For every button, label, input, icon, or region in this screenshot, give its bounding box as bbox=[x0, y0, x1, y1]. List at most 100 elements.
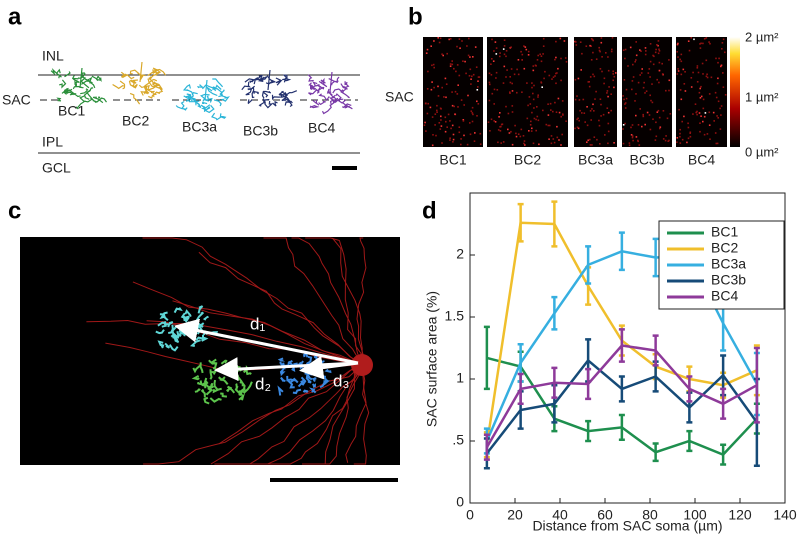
heatmap-pixel bbox=[591, 38, 594, 41]
heatmap-pixel bbox=[550, 142, 553, 145]
heatmap-pixel bbox=[510, 46, 512, 48]
heatmap-pixel bbox=[561, 133, 563, 136]
heatmap-pixel bbox=[555, 56, 557, 59]
heatmap-pixel bbox=[472, 113, 474, 116]
heatmap-pixel bbox=[638, 144, 641, 146]
dendrite bbox=[132, 281, 363, 366]
heatmap-pixel bbox=[585, 45, 588, 47]
heatmap-pixel bbox=[712, 111, 715, 114]
heatmap-pixel bbox=[532, 92, 534, 95]
heatmap-pixel bbox=[642, 86, 645, 89]
heatmap-pixel bbox=[677, 42, 679, 45]
y-tick-label: 1 bbox=[456, 370, 464, 386]
heatmap-pixel bbox=[606, 90, 609, 92]
micrograph bbox=[20, 237, 400, 465]
column-label: BC1 bbox=[439, 152, 466, 168]
heatmap-pixel bbox=[605, 52, 607, 54]
layer-label: INL bbox=[42, 48, 64, 64]
heatmap-pixel bbox=[440, 108, 442, 110]
heatmap-pixel bbox=[643, 81, 645, 84]
heatmap-pixel bbox=[505, 55, 507, 58]
heatmap-pixel bbox=[700, 95, 703, 98]
heatmap-pixel bbox=[557, 67, 559, 70]
heatmap-pixel bbox=[519, 135, 522, 138]
error-bar bbox=[686, 375, 693, 403]
heatmap-pixel bbox=[693, 38, 695, 41]
heatmap-pixel bbox=[716, 82, 719, 85]
bipolar-cell bbox=[112, 61, 166, 105]
heatmap-pixel bbox=[644, 47, 647, 49]
heatmap-pixel bbox=[515, 132, 517, 135]
heatmap-pixel bbox=[458, 131, 461, 134]
heatmap-pixel bbox=[556, 72, 558, 74]
heatmap-pixel bbox=[639, 74, 641, 76]
heatmap-pixel bbox=[580, 69, 582, 71]
heatmap-pixel bbox=[523, 140, 526, 142]
heatmap-pixel bbox=[715, 142, 718, 145]
heatmap-pixel bbox=[456, 64, 459, 66]
heatmap-pixel bbox=[721, 42, 724, 44]
heatmap-pixel bbox=[520, 50, 522, 53]
distance-arrow bbox=[174, 318, 359, 365]
bipolar-cell bbox=[50, 67, 107, 110]
panel-d: d 0 20 40 60 80 100 120 140 0 .5 1 1.5 2 Distance fro… bbox=[422, 192, 797, 534]
heatmap-pixel bbox=[540, 81, 542, 83]
heatmap-pixel bbox=[624, 107, 627, 109]
heatmap-pixel bbox=[710, 76, 713, 79]
heatmap-pixel bbox=[446, 126, 448, 128]
heatmap-pixel bbox=[613, 75, 616, 78]
heatmap-pixel bbox=[689, 132, 691, 134]
y-tick-label: 1.5 bbox=[445, 308, 465, 324]
heatmap-pixel bbox=[478, 76, 481, 78]
heatmap-pixel bbox=[627, 65, 629, 67]
heatmap-pixel bbox=[700, 115, 702, 117]
heatmap-pixel bbox=[574, 127, 576, 130]
heatmap-pixel bbox=[708, 124, 711, 126]
heatmap-pixel bbox=[599, 98, 602, 100]
heatmap-pixel bbox=[426, 88, 429, 90]
heatmap-pixel bbox=[714, 132, 717, 134]
heatmap-pixel bbox=[451, 124, 454, 127]
heatmap-pixel bbox=[639, 49, 641, 51]
heatmap-pixel bbox=[630, 126, 632, 129]
heatmap-pixel bbox=[440, 115, 442, 118]
heatmap-pixel bbox=[722, 72, 724, 74]
heatmap-pixel bbox=[444, 77, 447, 80]
heatmap-pixel bbox=[476, 100, 478, 103]
heatmap-pixel bbox=[612, 73, 614, 75]
heatmap-pixel bbox=[462, 60, 464, 62]
heatmap-pixel bbox=[586, 106, 588, 108]
heatmap-pixel bbox=[535, 65, 537, 67]
heatmap-pixel bbox=[517, 73, 520, 76]
heatmap-pixel bbox=[538, 143, 540, 146]
heatmap-pixel bbox=[440, 125, 443, 127]
heatmap-pixel bbox=[436, 104, 438, 107]
heatmap-pixel bbox=[530, 120, 532, 123]
heatmap-pixel bbox=[431, 116, 434, 118]
heatmap-pixel bbox=[657, 40, 660, 42]
heatmap-pixel bbox=[523, 142, 525, 145]
heatmap-pixel bbox=[595, 58, 598, 60]
heatmap-pixel bbox=[634, 60, 636, 63]
heatmap-pixel bbox=[579, 109, 581, 112]
heatmap-pixel bbox=[536, 59, 539, 61]
heatmap-pixel bbox=[551, 78, 553, 80]
heatmap-pixel bbox=[689, 131, 692, 134]
heatmap-pixel bbox=[456, 45, 458, 48]
heatmap-pixel bbox=[665, 89, 667, 92]
heatmap-pixel bbox=[525, 48, 528, 51]
heatmap-pixel bbox=[576, 118, 578, 121]
heatmap-pixel bbox=[641, 68, 643, 70]
heatmap-pixel bbox=[722, 86, 725, 88]
heatmap-pixel bbox=[451, 63, 454, 66]
heatmap-pixel bbox=[632, 139, 634, 142]
cell-label: BC3a bbox=[182, 119, 217, 135]
heatmap-pixel bbox=[509, 76, 511, 78]
heatmap-pixel bbox=[488, 99, 491, 102]
heatmap-pixel bbox=[721, 48, 723, 50]
dendrite bbox=[319, 364, 363, 465]
heatmap-pixel bbox=[644, 53, 647, 56]
heatmap-pixel bbox=[676, 51, 678, 53]
heatmap-pixel bbox=[593, 136, 596, 138]
heatmap-pixel bbox=[652, 63, 655, 66]
